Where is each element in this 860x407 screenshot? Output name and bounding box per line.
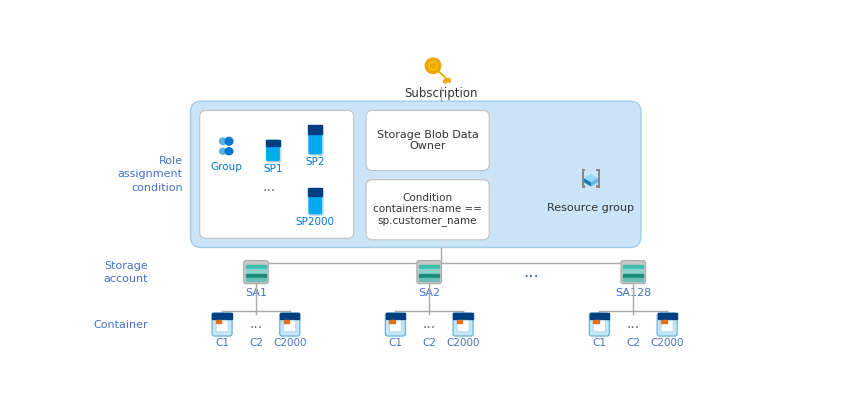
- FancyBboxPatch shape: [453, 313, 473, 336]
- Text: Container: Container: [94, 319, 148, 330]
- Text: SP2000: SP2000: [296, 217, 335, 227]
- Text: ...: ...: [524, 263, 539, 281]
- FancyBboxPatch shape: [661, 320, 673, 332]
- Bar: [246, 269, 266, 273]
- Text: C1: C1: [593, 338, 606, 348]
- Text: Resource group: Resource group: [548, 203, 635, 213]
- Circle shape: [429, 61, 437, 70]
- FancyBboxPatch shape: [243, 260, 268, 284]
- FancyBboxPatch shape: [366, 180, 489, 240]
- Text: Group: Group: [211, 162, 243, 172]
- Bar: [658, 313, 677, 319]
- Text: Storage
account: Storage account: [104, 260, 148, 284]
- Text: Condition
containers:name ==
sp.customer_name: Condition containers:name == sp.customer…: [373, 193, 482, 227]
- FancyBboxPatch shape: [385, 313, 405, 336]
- Bar: [308, 188, 322, 196]
- Bar: [308, 125, 322, 134]
- Text: ...: ...: [262, 180, 275, 195]
- FancyBboxPatch shape: [589, 313, 610, 336]
- Bar: [280, 313, 299, 319]
- Text: SA128: SA128: [615, 287, 651, 298]
- FancyBboxPatch shape: [417, 260, 441, 284]
- Bar: [624, 274, 643, 277]
- Text: C1: C1: [389, 338, 402, 348]
- FancyBboxPatch shape: [366, 110, 489, 171]
- Bar: [661, 320, 666, 323]
- FancyBboxPatch shape: [310, 127, 323, 156]
- FancyBboxPatch shape: [191, 101, 641, 247]
- Polygon shape: [591, 178, 598, 186]
- Text: C2: C2: [422, 338, 436, 348]
- FancyBboxPatch shape: [593, 320, 605, 332]
- Bar: [419, 265, 439, 268]
- Bar: [212, 313, 231, 319]
- Polygon shape: [438, 70, 450, 83]
- Bar: [457, 320, 463, 323]
- Bar: [624, 278, 643, 281]
- Text: SA2: SA2: [418, 287, 440, 298]
- Ellipse shape: [219, 148, 226, 154]
- Text: Storage Blob Data
Owner: Storage Blob Data Owner: [377, 130, 479, 151]
- Text: C2000: C2000: [650, 338, 684, 348]
- Text: C2: C2: [626, 338, 640, 348]
- Polygon shape: [581, 169, 586, 188]
- Bar: [266, 140, 280, 146]
- Polygon shape: [584, 174, 598, 182]
- Bar: [385, 313, 405, 319]
- Text: C2000: C2000: [273, 338, 306, 348]
- Bar: [419, 274, 439, 277]
- Bar: [624, 269, 643, 273]
- Text: SP1: SP1: [263, 164, 283, 173]
- Text: SP2: SP2: [305, 157, 325, 166]
- Bar: [453, 313, 473, 319]
- Text: SA1: SA1: [245, 287, 267, 298]
- FancyBboxPatch shape: [216, 320, 228, 332]
- Circle shape: [219, 138, 226, 144]
- Bar: [246, 278, 266, 281]
- FancyBboxPatch shape: [621, 260, 646, 284]
- Text: ...: ...: [627, 317, 640, 331]
- Circle shape: [225, 138, 233, 145]
- Polygon shape: [584, 178, 591, 186]
- Circle shape: [426, 58, 441, 74]
- Bar: [590, 313, 609, 319]
- Text: Subscription: Subscription: [404, 88, 477, 101]
- Text: C2: C2: [249, 338, 263, 348]
- Text: C2000: C2000: [446, 338, 480, 348]
- Text: ...: ...: [422, 317, 436, 331]
- FancyBboxPatch shape: [284, 320, 296, 332]
- Text: C1: C1: [215, 338, 229, 348]
- FancyBboxPatch shape: [280, 313, 300, 336]
- FancyBboxPatch shape: [657, 313, 677, 336]
- FancyBboxPatch shape: [310, 190, 323, 216]
- FancyBboxPatch shape: [308, 188, 322, 214]
- Bar: [216, 320, 222, 323]
- FancyBboxPatch shape: [212, 313, 232, 336]
- Text: ...: ...: [249, 317, 262, 331]
- Bar: [246, 274, 266, 277]
- FancyBboxPatch shape: [390, 320, 402, 332]
- Bar: [593, 320, 599, 323]
- FancyBboxPatch shape: [200, 110, 353, 238]
- Text: Role
assignment
condition: Role assignment condition: [118, 156, 183, 193]
- FancyBboxPatch shape: [308, 125, 322, 154]
- Bar: [624, 265, 643, 268]
- Bar: [419, 269, 439, 273]
- FancyBboxPatch shape: [457, 320, 469, 332]
- Bar: [284, 320, 289, 323]
- Bar: [246, 265, 266, 268]
- Bar: [419, 278, 439, 281]
- Polygon shape: [596, 169, 600, 188]
- FancyBboxPatch shape: [267, 141, 281, 163]
- Ellipse shape: [225, 148, 233, 155]
- FancyBboxPatch shape: [266, 140, 280, 161]
- Bar: [390, 320, 395, 323]
- Circle shape: [431, 63, 435, 68]
